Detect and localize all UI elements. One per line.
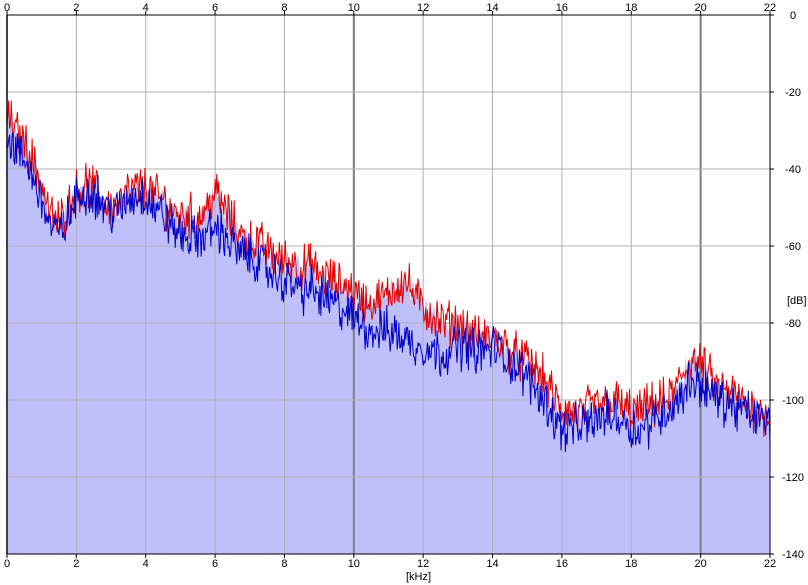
x-tick-label-top-4: 4 <box>143 2 149 14</box>
x-tick-label-top-10: 10 <box>348 2 360 14</box>
x-tick-label-top-22: 22 <box>764 2 776 14</box>
x-tick-label-top-0: 0 <box>4 2 10 14</box>
y-tick-label-0: 0 <box>790 10 796 22</box>
x-tick-label-bottom-18: 18 <box>625 558 637 570</box>
axes: 002244668810101212141416161818202022220-… <box>4 2 804 570</box>
y-tick-label--80: -80 <box>785 318 801 330</box>
x-tick-label-bottom-10: 10 <box>348 558 360 570</box>
x-tick-label-bottom-6: 6 <box>212 558 218 570</box>
y-tick-label--40: -40 <box>785 164 801 176</box>
y-tick-label--60: -60 <box>785 241 801 253</box>
y-tick-label--100: -100 <box>782 395 804 407</box>
y-tick-label--20: -20 <box>785 87 801 99</box>
x-tick-label-top-12: 12 <box>417 2 429 14</box>
x-tick-label-bottom-0: 0 <box>4 558 10 570</box>
x-tick-label-top-20: 20 <box>695 2 707 14</box>
series-lines <box>6 100 771 453</box>
y-tick-label--140: -140 <box>782 549 804 561</box>
y-tick-label--120: -120 <box>782 472 804 484</box>
x-axis-label: [kHz] <box>406 571 431 583</box>
series-line-red <box>6 100 771 437</box>
x-tick-label-bottom-8: 8 <box>281 558 287 570</box>
x-tick-label-top-18: 18 <box>625 2 637 14</box>
x-tick-label-top-16: 16 <box>556 2 568 14</box>
x-tick-label-top-14: 14 <box>486 2 498 14</box>
x-tick-label-bottom-2: 2 <box>73 558 79 570</box>
y-axis-label: [dB] <box>787 295 807 307</box>
x-tick-label-bottom-14: 14 <box>486 558 498 570</box>
x-tick-label-bottom-20: 20 <box>695 558 707 570</box>
x-tick-label-bottom-12: 12 <box>417 558 429 570</box>
x-tick-label-top-2: 2 <box>73 2 79 14</box>
x-tick-label-bottom-16: 16 <box>556 558 568 570</box>
x-tick-label-top-6: 6 <box>212 2 218 14</box>
x-tick-label-bottom-22: 22 <box>764 558 776 570</box>
series-line-blue <box>6 133 771 453</box>
plot-frame <box>6 14 771 555</box>
x-tick-label-bottom-4: 4 <box>143 558 149 570</box>
x-tick-label-top-8: 8 <box>281 2 287 14</box>
